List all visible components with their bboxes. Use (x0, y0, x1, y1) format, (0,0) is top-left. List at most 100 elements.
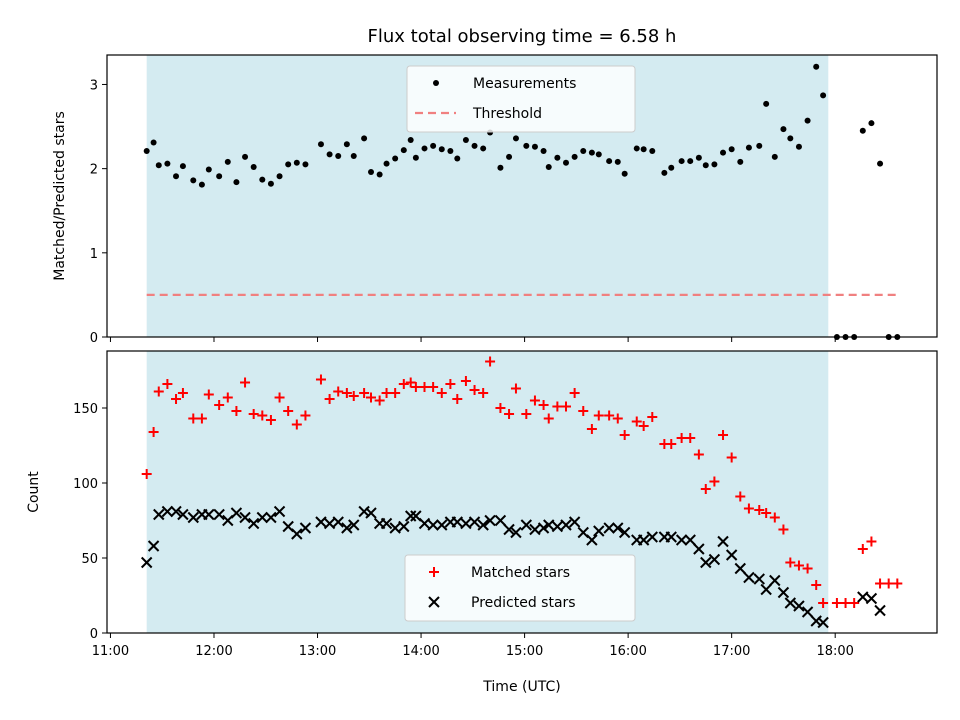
data-point (569, 388, 580, 398)
data-point (291, 528, 303, 540)
data-point (460, 376, 471, 386)
data-point (315, 374, 326, 385)
data-point (484, 514, 496, 527)
data-point (646, 531, 658, 543)
data-point (604, 410, 615, 421)
data-point (359, 388, 370, 398)
data-point (795, 143, 802, 150)
data-point (291, 419, 302, 430)
legend-label: Threshold (472, 106, 542, 122)
data-point (323, 517, 336, 530)
data-point (538, 400, 549, 410)
data-point (666, 439, 677, 449)
data-point (685, 433, 696, 443)
data-point (687, 158, 694, 165)
data-point (407, 137, 414, 144)
data-point (247, 517, 260, 530)
legend-label: Matched stars (471, 565, 570, 581)
data-point (813, 63, 820, 70)
data-point (693, 543, 705, 555)
data-point (300, 410, 311, 421)
data-point (578, 406, 589, 416)
data-point (892, 578, 903, 589)
data-point (454, 155, 461, 162)
data-point (787, 135, 794, 142)
data-point (606, 158, 613, 165)
data-point (552, 401, 563, 412)
data-point (693, 449, 704, 460)
data-point (675, 534, 688, 546)
data-point (173, 173, 180, 180)
data-point (273, 505, 286, 518)
data-point (561, 401, 572, 412)
x-tick-label: 15:00 (506, 644, 543, 659)
data-point (471, 142, 478, 149)
data-point (728, 146, 735, 153)
data-point (436, 519, 448, 531)
data-point (161, 505, 174, 518)
data-point (571, 153, 578, 160)
data-point (678, 158, 685, 165)
x-axis-label: Time (UTC) (482, 679, 560, 695)
data-point (769, 512, 780, 523)
data-point (840, 598, 851, 608)
data-point (631, 416, 642, 427)
data-point (392, 155, 399, 162)
data-point (720, 149, 727, 156)
data-point (283, 406, 294, 416)
data-point (726, 452, 737, 463)
data-point (586, 534, 598, 546)
data-point (170, 505, 182, 518)
data-point (398, 379, 409, 389)
data-point (780, 126, 787, 133)
data-point (804, 117, 811, 124)
data-point (257, 410, 268, 421)
data-point (162, 379, 173, 389)
data-point (196, 413, 207, 424)
data-point (756, 142, 763, 149)
data-point (614, 158, 621, 165)
data-point (205, 166, 212, 173)
data-point (817, 616, 829, 629)
legend-box (406, 65, 636, 133)
data-point (274, 392, 285, 403)
data-point (242, 153, 249, 160)
axes-frame (106, 350, 938, 634)
data-point (831, 598, 842, 608)
data-point (777, 586, 790, 599)
legend-label: Predicted stars (471, 595, 576, 611)
data-point (595, 151, 602, 158)
data-point (695, 154, 702, 161)
data-point (543, 413, 554, 424)
data-point (531, 143, 538, 150)
x-tick-label: 18:00 (816, 644, 853, 659)
data-point (427, 519, 439, 531)
data-point (341, 522, 353, 534)
data-point (267, 180, 274, 187)
data-point (451, 516, 463, 528)
data-point (299, 522, 312, 534)
data-point (874, 604, 886, 617)
data-point (551, 520, 564, 533)
data-point (865, 592, 878, 605)
data-point (497, 164, 504, 171)
data-point (745, 144, 752, 151)
data-point (143, 147, 150, 154)
data-point (540, 147, 547, 154)
data-point (480, 145, 487, 152)
data-point (326, 151, 333, 158)
data-point (563, 159, 570, 166)
data-point (506, 153, 513, 160)
data-point (462, 137, 469, 144)
data-point (230, 507, 243, 519)
data-point (380, 517, 393, 530)
data-point (510, 526, 522, 539)
data-point (177, 388, 188, 398)
y-tick-label: 100 (73, 477, 98, 492)
data-point (222, 392, 233, 403)
data-point (150, 139, 157, 146)
data-point (324, 394, 335, 404)
data-point (477, 519, 489, 531)
data-point (412, 154, 419, 161)
